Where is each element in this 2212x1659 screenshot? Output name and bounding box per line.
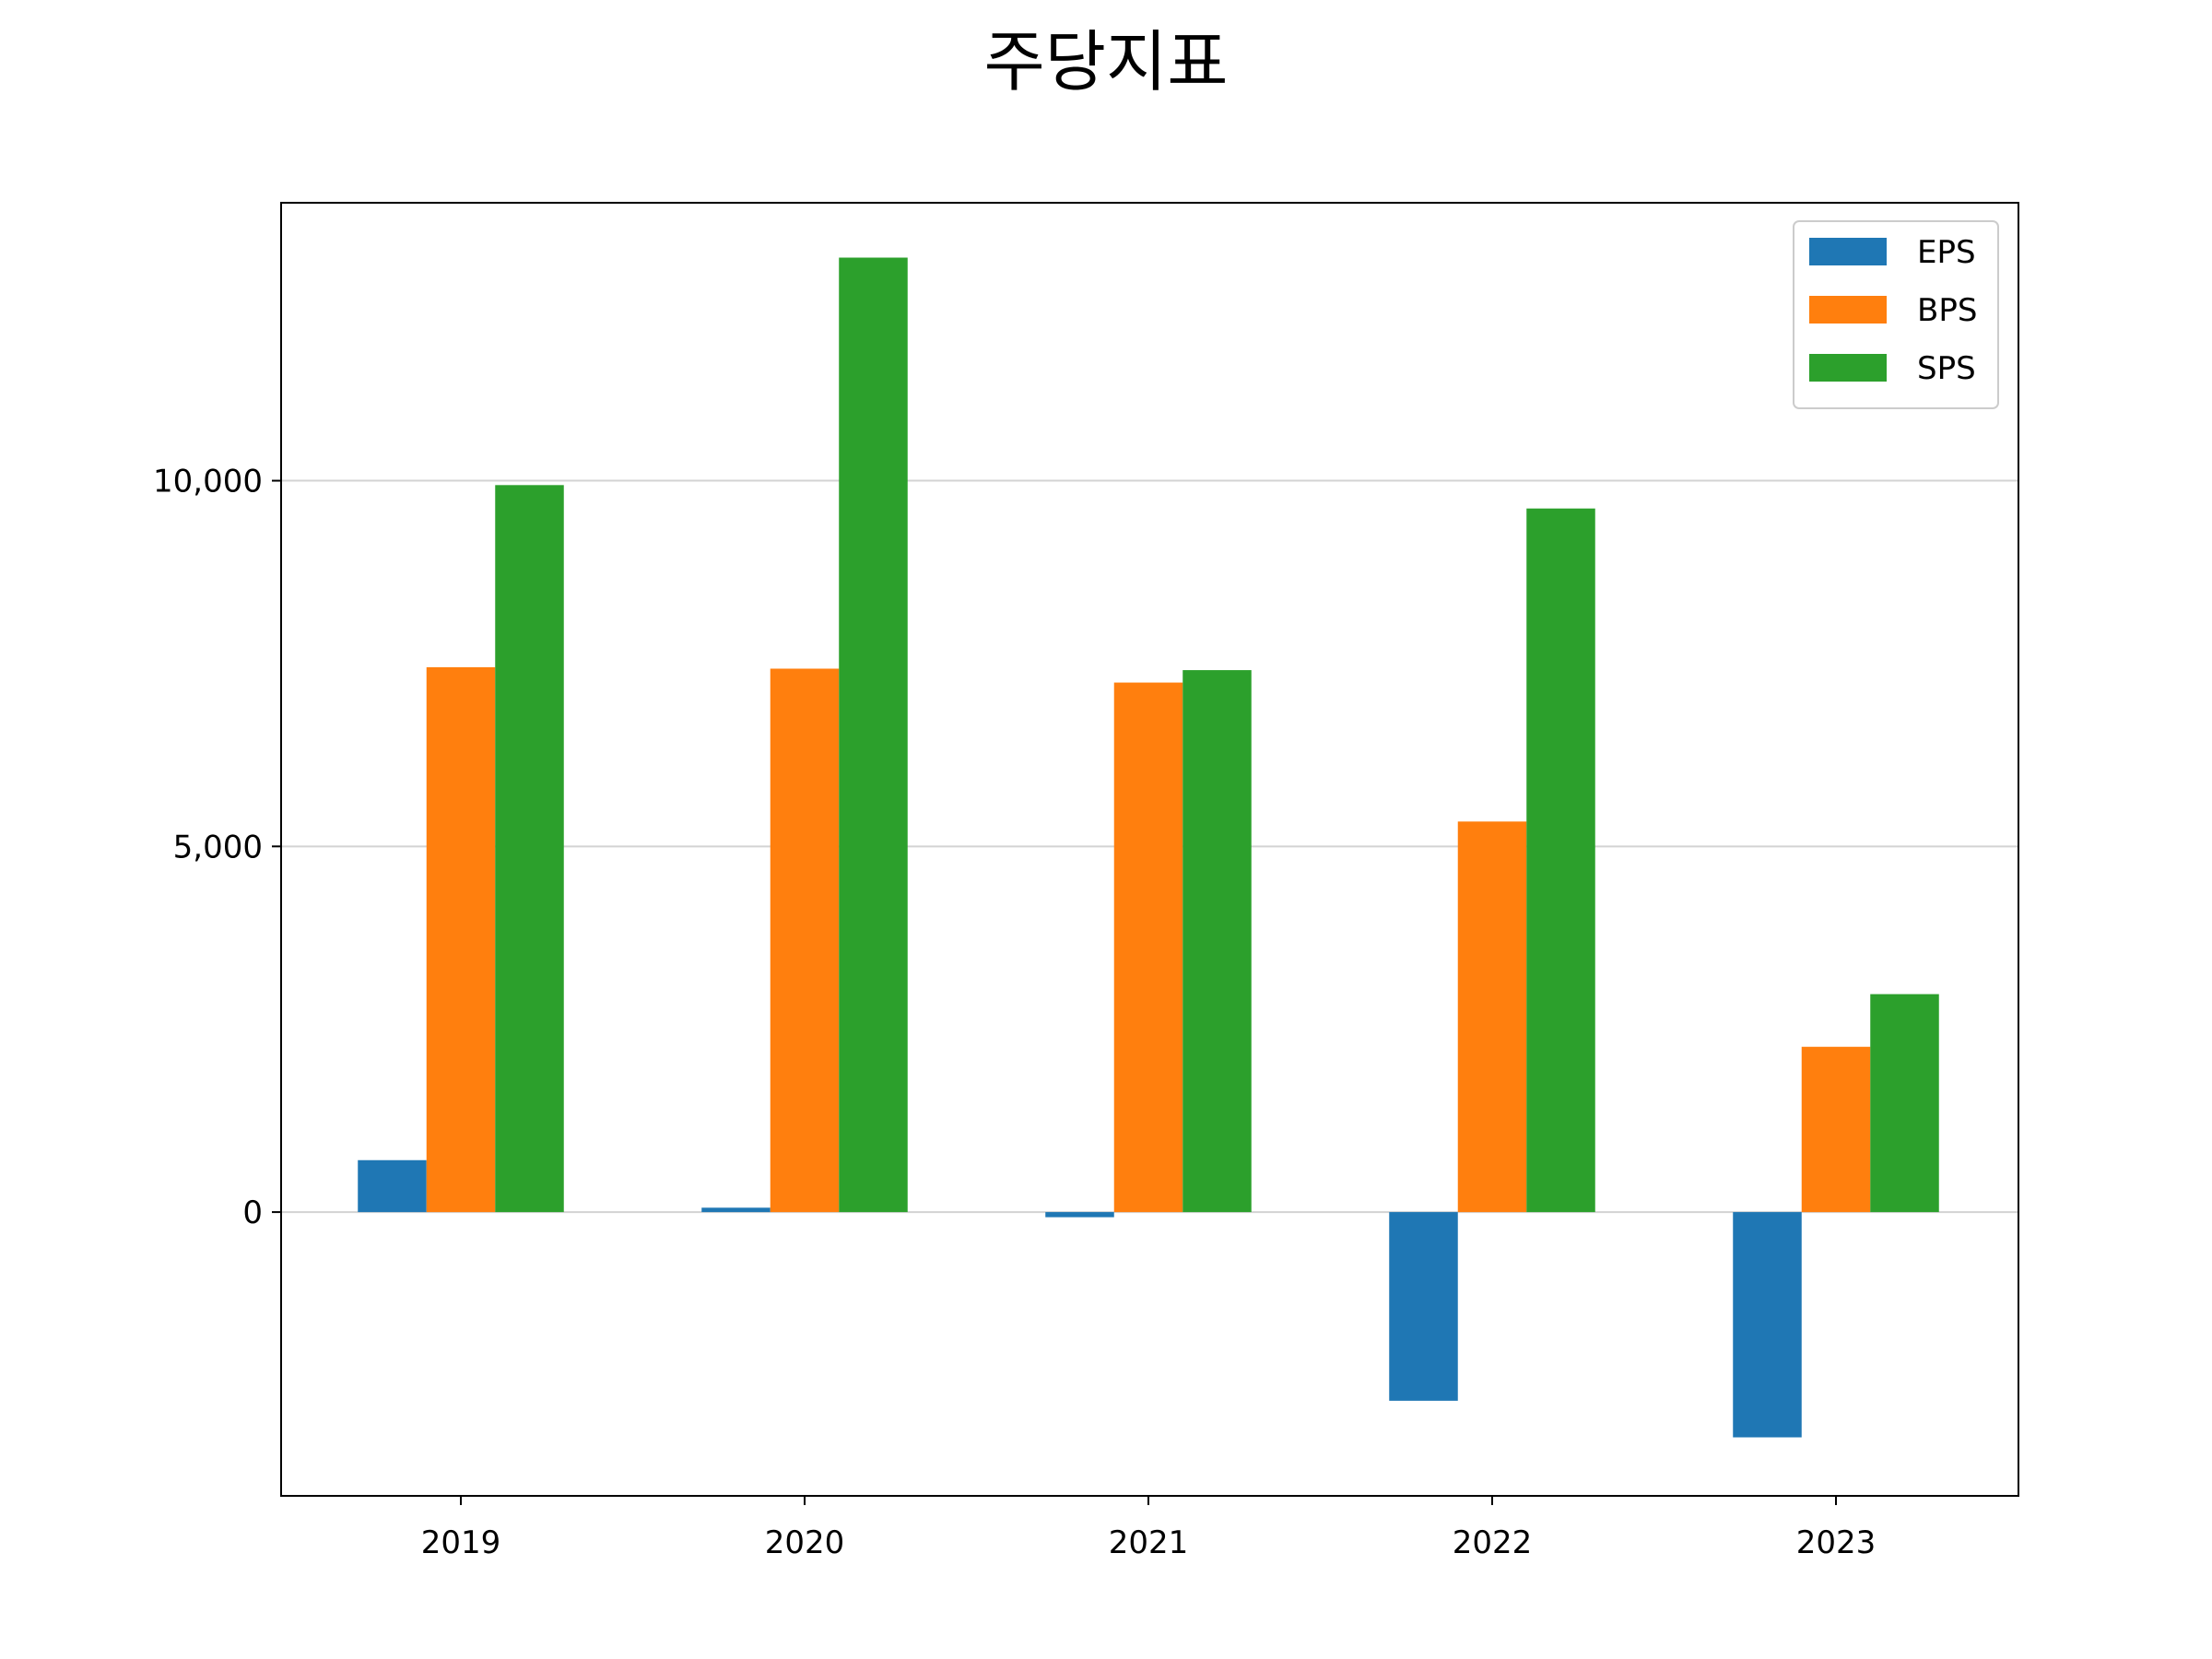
y-tick-label-1: 5,000 (173, 829, 263, 865)
y-tick-label-0: 0 (242, 1194, 263, 1231)
bar-bps-2023 (1801, 1046, 1871, 1213)
x-tick-label-2019: 2019 (421, 1524, 501, 1561)
legend-label-bps: BPS (1917, 292, 1977, 329)
bar-eps-2022 (1389, 1212, 1458, 1401)
legend-swatch-eps (1809, 238, 1887, 265)
legend-label-eps: EPS (1917, 234, 1976, 271)
x-tick-label-2020: 2020 (765, 1524, 845, 1561)
x-axis: 2019 2020 2021 2022 2023 (421, 1496, 1877, 1561)
bar-eps-2023 (1733, 1212, 1802, 1438)
bar-sps-2022 (1526, 508, 1595, 1213)
legend-swatch-sps (1809, 354, 1887, 382)
bar-eps-2019 (358, 1159, 427, 1213)
y-tick-label-2: 10,000 (153, 464, 263, 500)
legend-label-sps: SPS (1917, 350, 1976, 387)
x-tick-label-2021: 2021 (1109, 1524, 1189, 1561)
chart-title: 주당지표 (984, 23, 1229, 100)
bar-bps-2020 (770, 668, 840, 1213)
bar-sps-2019 (495, 485, 564, 1213)
legend: EPS BPS SPS (1793, 220, 1999, 409)
bar-bps-2019 (426, 666, 496, 1213)
bar-eps-2020 (701, 1207, 771, 1213)
bar-bps-2022 (1457, 821, 1527, 1213)
bar-sps-2021 (1182, 670, 1252, 1213)
legend-swatch-bps (1809, 296, 1887, 324)
x-tick-label-2023: 2023 (1796, 1524, 1877, 1561)
bar-eps-2021 (1045, 1212, 1114, 1218)
bar-sps-2023 (1870, 994, 1939, 1213)
bar-sps-2020 (839, 257, 908, 1213)
bar-bps-2021 (1113, 682, 1183, 1213)
x-tick-label-2022: 2022 (1453, 1524, 1533, 1561)
bars (358, 257, 1939, 1438)
y-axis: 0 5,000 10,000 (153, 464, 281, 1231)
plot-frame (280, 202, 2019, 1497)
